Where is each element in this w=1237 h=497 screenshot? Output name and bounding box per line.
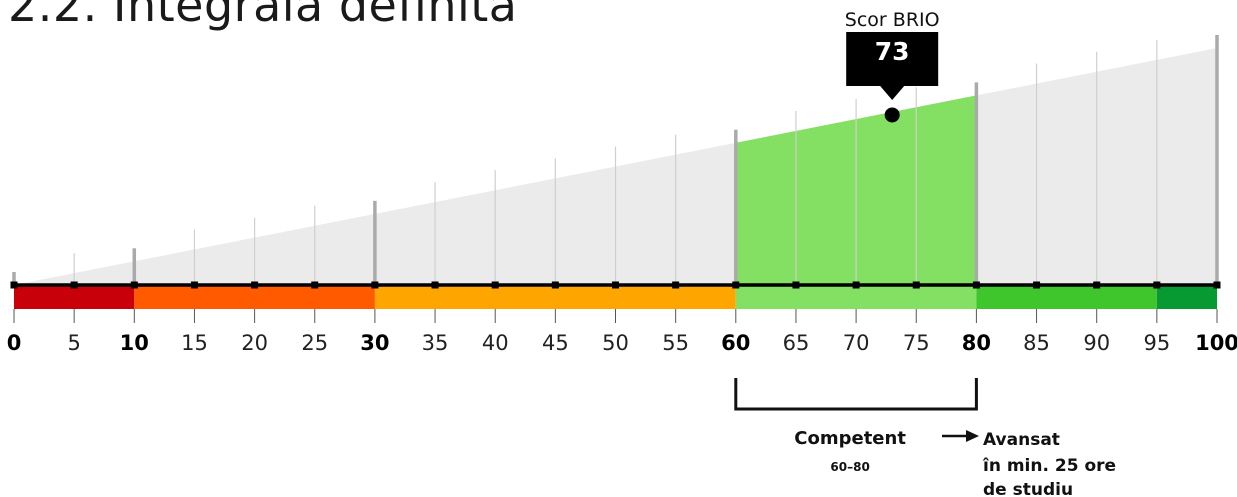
tick-label-layer: 0 5 10 15 20 25 30 35 40 45 50 55 60 65 70 75 80 85 90 95 10… xyxy=(7,331,1237,355)
current-band-info: Competent 60–80 Avansat în min. 25 ore d… xyxy=(734,378,1116,497)
tick-label: 40 xyxy=(482,331,509,355)
band-name: Competent xyxy=(794,428,906,449)
score-value: 73 xyxy=(875,37,910,66)
tick-marker xyxy=(852,281,860,289)
tick-label: 65 xyxy=(783,331,810,355)
page-title: 2.2. Integrala definită xyxy=(8,0,518,32)
next-level-line-1: Avansat xyxy=(983,430,1060,450)
score-band xyxy=(976,285,1157,309)
tick-marker xyxy=(431,281,439,289)
tick-marker xyxy=(672,281,680,289)
tick-marker xyxy=(491,281,499,289)
tick-label: 45 xyxy=(542,331,569,355)
score-callout xyxy=(846,32,939,100)
tick-label: 60 xyxy=(721,331,750,355)
arrow-head-icon xyxy=(966,430,979,442)
score-marker: Scor BRIO 73 xyxy=(845,9,940,123)
tick-label: 85 xyxy=(1023,331,1050,355)
score-label: Scor BRIO xyxy=(845,9,940,31)
tick-label: 15 xyxy=(181,331,208,355)
tick-marker xyxy=(311,281,319,289)
tick-label: 100 xyxy=(1195,331,1237,355)
tick-marker xyxy=(190,281,198,289)
tick-label: 0 xyxy=(7,331,22,355)
tick-marker xyxy=(612,281,619,289)
tick-label: 90 xyxy=(1083,331,1110,355)
tick-label: 35 xyxy=(422,331,449,355)
score-band xyxy=(134,285,375,309)
tick-marker xyxy=(1033,281,1041,289)
tick-marker xyxy=(1213,281,1221,289)
score-band xyxy=(735,285,977,309)
tick-label: 30 xyxy=(360,331,389,355)
band-bracket xyxy=(734,378,978,411)
tick-marker xyxy=(732,281,740,289)
tick-marker xyxy=(912,281,920,289)
tick-marker xyxy=(1153,281,1161,289)
tick-marker xyxy=(371,281,379,289)
tick-label: 25 xyxy=(301,331,328,355)
band-layer xyxy=(10,281,1221,323)
tick-label: 80 xyxy=(962,331,991,355)
score-band xyxy=(374,285,736,309)
next-level-line-2: în min. 25 ore xyxy=(982,456,1116,476)
score-dot xyxy=(884,107,900,123)
tick-label: 20 xyxy=(241,331,268,355)
score-band xyxy=(1156,285,1217,309)
tick-marker xyxy=(130,281,138,289)
tick-marker xyxy=(10,281,18,289)
next-level-line-3: de studiu xyxy=(983,480,1073,497)
tick-label: 95 xyxy=(1143,331,1170,355)
tick-marker xyxy=(1093,281,1101,289)
tick-marker xyxy=(551,281,559,289)
tick-label: 10 xyxy=(120,331,149,355)
tick-label: 70 xyxy=(843,331,870,355)
tick-marker xyxy=(70,281,78,289)
tick-marker xyxy=(251,281,259,289)
tick-marker xyxy=(972,281,980,289)
tick-label: 55 xyxy=(662,331,689,355)
tick-marker xyxy=(792,281,800,289)
tick-label: 5 xyxy=(67,331,80,355)
score-band xyxy=(14,285,135,309)
band-range: 60–80 xyxy=(830,460,869,474)
tick-label: 50 xyxy=(602,331,629,355)
ramp-layer xyxy=(12,35,1219,286)
tick-label: 75 xyxy=(903,331,930,355)
